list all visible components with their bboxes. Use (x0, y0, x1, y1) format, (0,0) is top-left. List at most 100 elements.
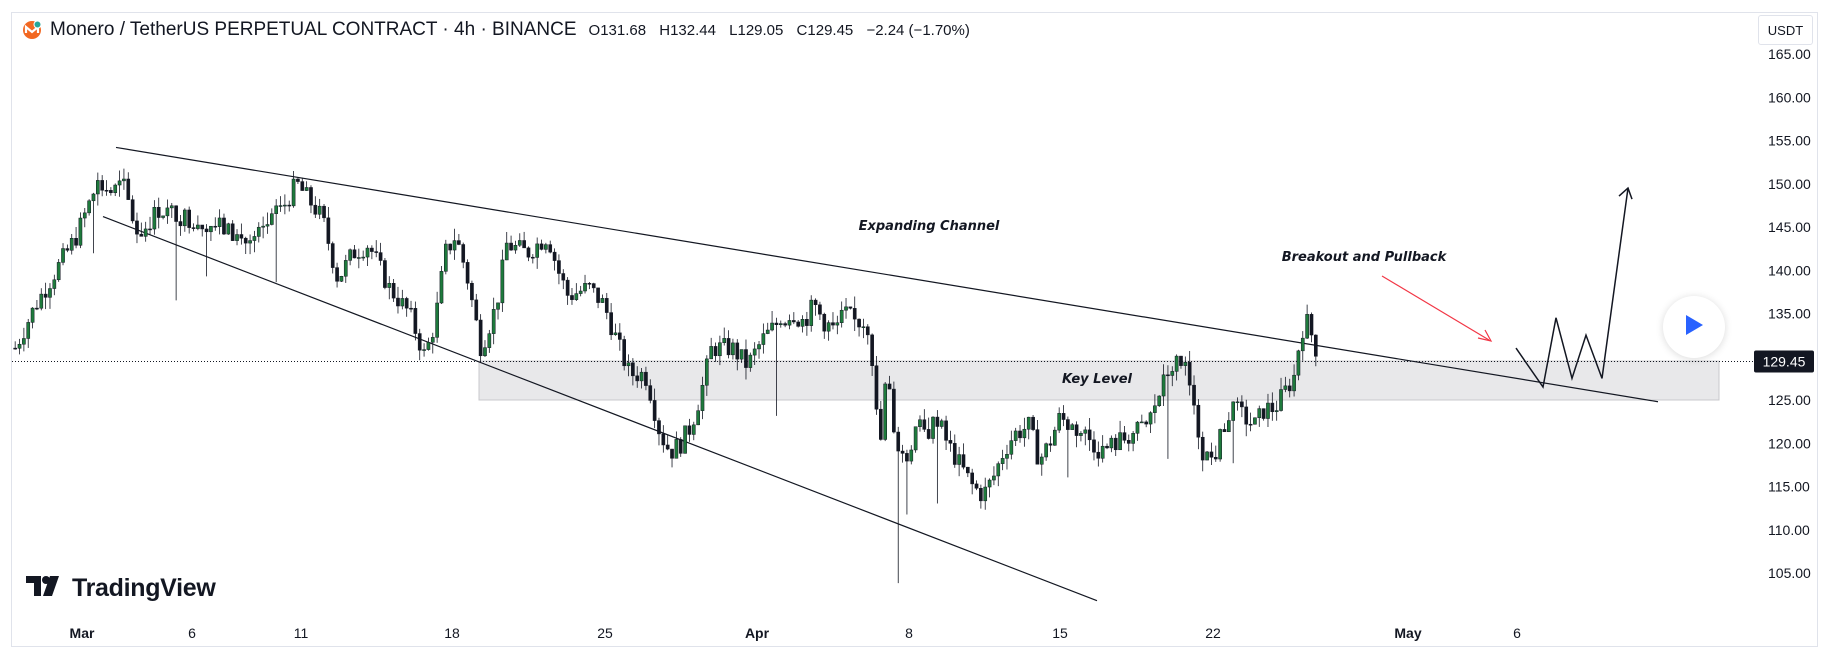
candle (613, 332, 618, 336)
x-tick-label: Apr (745, 625, 770, 641)
candle (1092, 439, 1096, 453)
candle (74, 238, 78, 246)
candle (922, 419, 927, 430)
candle (183, 209, 187, 227)
ohlc-readout: O131.68 H132.44 L129.05 C129.45 −2.24 (−… (589, 22, 979, 39)
candle (370, 247, 374, 252)
candle (391, 283, 396, 299)
candle (931, 416, 935, 439)
candle (252, 236, 257, 241)
tradingview-logo[interactable]: TradingView (26, 574, 216, 603)
candle (678, 439, 683, 454)
candle (1235, 401, 1240, 404)
candle (713, 346, 718, 357)
projection-path[interactable] (1515, 187, 1629, 389)
candle (357, 257, 361, 259)
chart-header: Monero / TetherUS PERPETUAL CONTRACT · 4… (22, 18, 979, 42)
candle (1070, 424, 1075, 430)
candle (213, 225, 218, 228)
candle (826, 322, 831, 332)
candle (287, 204, 292, 207)
candle (474, 299, 479, 321)
candle (1209, 451, 1214, 458)
candle (335, 267, 339, 282)
candle (887, 383, 892, 390)
candle (1257, 408, 1262, 419)
candle (1170, 371, 1175, 376)
candle (35, 307, 39, 310)
candle (535, 243, 539, 258)
candle (91, 193, 96, 202)
candle (413, 308, 418, 334)
candle (596, 287, 600, 303)
candle (809, 299, 814, 326)
candle (961, 454, 966, 468)
candle (156, 207, 161, 218)
candle (796, 321, 800, 327)
candle (1292, 374, 1296, 392)
candle (409, 307, 413, 310)
candle (1022, 428, 1027, 439)
candle (30, 307, 35, 323)
candle (309, 187, 313, 206)
candle (1205, 451, 1209, 461)
candle (1044, 443, 1048, 458)
candle (104, 189, 109, 192)
last-price-box (1754, 350, 1814, 373)
candle (926, 429, 931, 439)
candle (1096, 451, 1101, 459)
candle (526, 247, 531, 258)
currency-button[interactable]: USDT (1758, 15, 1813, 45)
candle (792, 320, 796, 323)
candle (169, 205, 174, 209)
candle (848, 306, 853, 309)
breakout-arrowhead (1477, 329, 1493, 342)
symbol-title[interactable]: Monero / TetherUS PERPETUAL CONTRACT · 4… (50, 19, 577, 40)
x-tick-label: 11 (294, 625, 309, 641)
replay-play-button[interactable] (1663, 296, 1725, 358)
candle (1192, 384, 1196, 406)
candle (1109, 437, 1114, 449)
candle (1222, 429, 1227, 433)
candle (439, 271, 444, 304)
candle (217, 217, 222, 227)
tradingview-mark-icon (26, 576, 64, 601)
candle (1135, 421, 1140, 434)
candle (531, 256, 535, 259)
candle (417, 333, 422, 351)
candle (987, 479, 992, 488)
y-tick-label: 135.00 (1768, 306, 1811, 322)
annotation-text[interactable]: Breakout and Pullback (1282, 250, 1448, 265)
candle (270, 213, 274, 225)
candle (1283, 385, 1288, 390)
candle (970, 472, 974, 485)
candle (283, 204, 287, 207)
upper-trendline[interactable] (115, 146, 1659, 403)
annotation-text[interactable]: Key Level (1062, 372, 1133, 387)
candle (992, 475, 996, 481)
candle (365, 247, 370, 258)
candle (109, 190, 113, 194)
candle (748, 354, 753, 368)
candle (957, 454, 961, 465)
candle (1248, 423, 1253, 426)
candle (396, 297, 400, 307)
candle (239, 234, 244, 239)
candle (966, 466, 970, 474)
x-tick-label: 25 (597, 625, 613, 641)
candle (1057, 413, 1061, 431)
candle (718, 342, 722, 357)
candle (644, 371, 648, 386)
candle (13, 347, 18, 350)
candle (591, 283, 596, 289)
x-tick-label: 8 (905, 625, 913, 641)
breakout-arrow[interactable] (1381, 275, 1490, 341)
candle (778, 323, 783, 325)
annotation-text[interactable]: Expanding Channel (859, 219, 1000, 234)
lower-trendline[interactable] (102, 216, 1098, 602)
candle (278, 205, 283, 207)
candle (583, 283, 587, 292)
candle (1279, 389, 1283, 411)
candle (261, 225, 265, 228)
